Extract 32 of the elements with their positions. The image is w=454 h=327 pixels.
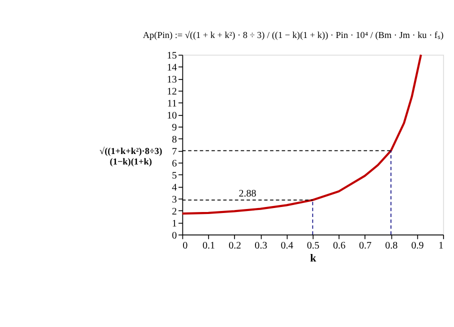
annotation: 2.88 — [238, 188, 256, 200]
y-tick-label: 13 — [166, 74, 177, 86]
y-tick-label: 5 — [172, 170, 177, 182]
y-tick-label: 10 — [166, 110, 177, 122]
x-tick-label: 0.4 — [280, 240, 294, 252]
x-tick-label: 0.6 — [332, 240, 346, 252]
y-tick-label: 1 — [172, 218, 177, 230]
chart-title: Ap(Pin) := √((1 + k + k²) · 8 ÷ 3) / ((1 − k)(1 + k)) · Pin · 10⁴ / (Bm · Jm · ku · fₛ) — [142, 30, 444, 40]
y-tick-label: 11 — [167, 98, 177, 110]
y-tick-label: 9 — [172, 122, 177, 134]
x-axis-title: k — [310, 252, 318, 265]
y-tick-label: 6 — [172, 158, 177, 170]
x-tick-label: 0.2 — [228, 240, 242, 252]
y-tick-label: 4 — [172, 182, 177, 194]
x-tick-label: 1 — [438, 240, 444, 252]
x-tick-label: 0 — [182, 240, 188, 252]
x-tick-label: 0.7 — [359, 240, 372, 252]
line-series — [181, 54, 422, 215]
y-tick-label: 7 — [172, 146, 177, 158]
y-axis-title: √((1+k+k²)·8÷3) (1−k)(1+k) — [100, 146, 162, 167]
y-tick-label: 3 — [172, 194, 177, 206]
y-tick-label: 2 — [172, 206, 177, 218]
y-tick-label: 8 — [172, 134, 177, 146]
x-tick-label: 0.5 — [306, 240, 320, 252]
x-tick-label: 0.3 — [254, 240, 268, 252]
y-tick-label: 15 — [166, 50, 177, 62]
y-tick-label: 12 — [166, 86, 177, 98]
x-tick-label: 0.8 — [385, 240, 398, 252]
y-tick-label: 14 — [166, 62, 177, 74]
x-tick-label: 0.9 — [411, 240, 424, 252]
x-tick-label: 0.1 — [202, 240, 216, 252]
y-tick-label: 0 — [172, 230, 177, 242]
